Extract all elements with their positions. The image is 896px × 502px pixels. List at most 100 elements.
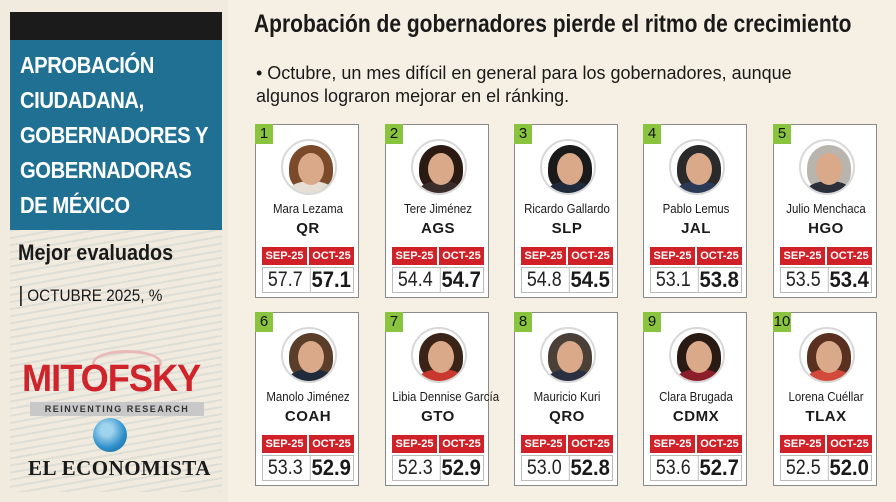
governor-state: QRO (549, 408, 585, 425)
rank-badge: 7 (385, 312, 403, 332)
approval-sep: 52.5 (785, 456, 821, 479)
period-label-prev: SEP-25 (650, 247, 695, 265)
photo-body (805, 181, 853, 193)
approval-values: 53.1 53.8 (650, 267, 742, 293)
approval-values: 53.0 52.8 (521, 455, 613, 481)
rank-badge: 10 (773, 312, 791, 332)
governor-name: Manolo Jiménez (266, 389, 350, 404)
sidebar-heading-line: GOBERNADORES Y (20, 122, 209, 148)
governor-card: 10 Lorena Cuéllar TLAX SEP-25 OCT-25 52.5 52.0 (773, 312, 877, 486)
period-label-curr: OCT-25 (568, 247, 613, 265)
period-label-prev: SEP-25 (262, 435, 307, 453)
photo-body (287, 181, 335, 193)
approval-oct: 52.9 (439, 455, 481, 480)
mitofsky-logo-text: MITOFSKY (22, 358, 201, 400)
period-label-prev: SEP-25 (392, 247, 437, 265)
governor-name: Lorena Cuéllar (788, 389, 864, 404)
governor-state: TLAX (805, 408, 847, 425)
governor-photo (669, 327, 725, 383)
approval-oct: 52.7 (697, 455, 739, 480)
governor-photo (540, 327, 596, 383)
page-subtitle: • Octubre, un mes difícil en general par… (256, 63, 792, 106)
approval-oct: 52.0 (827, 455, 869, 480)
approval-values: 53.3 52.9 (262, 455, 354, 481)
publisher-logo: EL ECONOMISTA (28, 456, 211, 480)
approval-sep: 53.6 (655, 456, 691, 479)
photo-face (557, 153, 583, 185)
governor-name: Julio Menchaca (786, 201, 866, 216)
rank-badge: 5 (773, 124, 791, 144)
period-label-prev: SEP-25 (392, 435, 437, 453)
governor-card: 1 Mara Lezama QR SEP-25 OCT-25 57.7 57.1 (255, 124, 359, 298)
approval-sep: 57.7 (267, 268, 303, 291)
governor-photo (799, 327, 855, 383)
period-label-curr: OCT-25 (439, 435, 484, 453)
photo-face (428, 153, 454, 185)
sidebar-heading-line: APROBACIÓN (20, 52, 154, 78)
approval-sep: 53.3 (267, 456, 303, 479)
governor-photo (799, 139, 855, 195)
approval-sep: 53.1 (655, 268, 691, 291)
period-header: SEP-25 OCT-25 (521, 435, 613, 453)
period-label-curr: OCT-25 (309, 247, 354, 265)
approval-values: 52.3 52.9 (392, 455, 484, 481)
mitofsky-swirl-icon (92, 350, 162, 376)
governor-card: 2 Tere Jiménez AGS SEP-25 OCT-25 54.4 54.7 (385, 124, 489, 298)
governor-state: QR (296, 220, 320, 237)
governor-state: AGS (420, 220, 455, 237)
rank-badge: 9 (643, 312, 661, 332)
governor-card: 8 Mauricio Kuri QRO SEP-25 OCT-25 53.0 52.8 (514, 312, 618, 486)
period-label-prev: SEP-25 (780, 247, 825, 265)
approval-sep: 54.4 (397, 268, 433, 291)
governor-photo (411, 327, 467, 383)
approval-oct: 53.8 (697, 267, 739, 292)
period-header: SEP-25 OCT-25 (650, 435, 742, 453)
approval-values: 54.4 54.7 (392, 267, 484, 293)
governor-photo (669, 139, 725, 195)
governor-state: SLP (551, 220, 583, 237)
governor-name: Libia Dennise García (392, 389, 500, 404)
sidebar-top-bar (10, 12, 222, 40)
governor-name: Tere Jiménez (403, 201, 473, 216)
approval-values: 54.8 54.5 (521, 267, 613, 293)
photo-body (675, 369, 723, 381)
photo-body (417, 369, 465, 381)
approval-oct: 52.9 (309, 455, 351, 480)
period-label-curr: OCT-25 (697, 435, 742, 453)
mitofsky-tagline: REINVENTING RESEARCH (30, 402, 204, 416)
rank-badge: 4 (643, 124, 661, 144)
rank-badge: 6 (255, 312, 273, 332)
governor-state: GTO (421, 408, 455, 425)
governor-state: CDMX (672, 408, 720, 425)
approval-oct: 54.7 (439, 267, 481, 292)
sidebar-panel: APROBACIÓN CIUDADANA, GOBERNADORES Y GOB… (0, 0, 228, 502)
governor-card: 3 Ricardo Gallardo SLP SEP-25 OCT-25 54.8 54.5 (514, 124, 618, 298)
period-header: SEP-25 OCT-25 (262, 435, 354, 453)
period-label-curr: OCT-25 (827, 435, 872, 453)
photo-face (298, 153, 324, 185)
mitofsky-logo: MITOFSKY REINVENTING RESEARCH (22, 350, 212, 418)
period-label-curr: OCT-25 (568, 435, 613, 453)
approval-sep: 53.0 (526, 456, 562, 479)
approval-values: 57.7 57.1 (262, 267, 354, 293)
approval-values: 53.6 52.7 (650, 455, 742, 481)
sidebar-heading-line: DE MÉXICO (20, 192, 130, 218)
approval-oct: 53.4 (827, 267, 869, 292)
photo-body (287, 369, 335, 381)
photo-face (816, 341, 842, 373)
approval-oct: 54.5 (568, 267, 610, 292)
period-label-curr: OCT-25 (697, 247, 742, 265)
governor-card: 5 Julio Menchaca HGO SEP-25 OCT-25 53.5 53.4 (773, 124, 877, 298)
period-label-prev: SEP-25 (521, 435, 566, 453)
photo-face (686, 153, 712, 185)
governor-state: JAL (681, 220, 711, 237)
period-header: SEP-25 OCT-25 (780, 247, 872, 265)
governor-name: Mauricio Kuri (533, 389, 601, 404)
sidebar-subheading: Mejor evaluados (18, 240, 174, 265)
photo-body (546, 181, 594, 193)
period-header: SEP-25 OCT-25 (650, 247, 742, 265)
period-label-curr: OCT-25 (309, 435, 354, 453)
period-label-curr: OCT-25 (439, 247, 484, 265)
period-label-prev: SEP-25 (780, 435, 825, 453)
photo-face (686, 341, 712, 373)
